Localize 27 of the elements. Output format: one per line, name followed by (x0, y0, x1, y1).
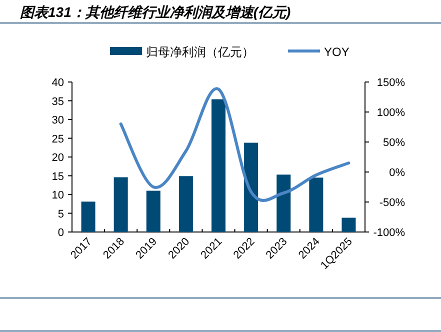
y-tick-label: 20 (52, 152, 64, 164)
legend-label: YOY (324, 45, 350, 59)
y-tick-label: 25 (52, 133, 64, 146)
bar (276, 174, 291, 232)
bar (212, 99, 226, 232)
y2-tick-label: 100% (376, 107, 406, 119)
bar (342, 218, 356, 232)
y2-tick-label: -100% (373, 227, 406, 239)
y2-tick-label: 50% (382, 137, 406, 149)
y-tick-label: 40 (52, 77, 64, 89)
y-tick-label: 10 (52, 190, 64, 202)
bar (244, 142, 258, 232)
y2-tick-label: -50% (379, 197, 406, 209)
y-tick-label: 0 (58, 227, 64, 239)
chart-title: 图表131：其他纤维行业净利润及增速(亿元) (20, 4, 292, 20)
y2-tick-label: 0% (389, 167, 406, 179)
bar (81, 202, 96, 232)
bar (146, 190, 160, 232)
y2-tick-label: 150% (376, 77, 406, 89)
y-tick-label: 5 (58, 208, 64, 220)
bar (178, 176, 193, 232)
bar (309, 178, 324, 232)
legend-label: 归母净利润（亿元） (146, 45, 254, 59)
y-tick-label: 15 (52, 170, 64, 183)
y-tick-label: 30 (52, 114, 64, 126)
bar (114, 177, 128, 232)
y-tick-label: 35 (52, 96, 64, 108)
